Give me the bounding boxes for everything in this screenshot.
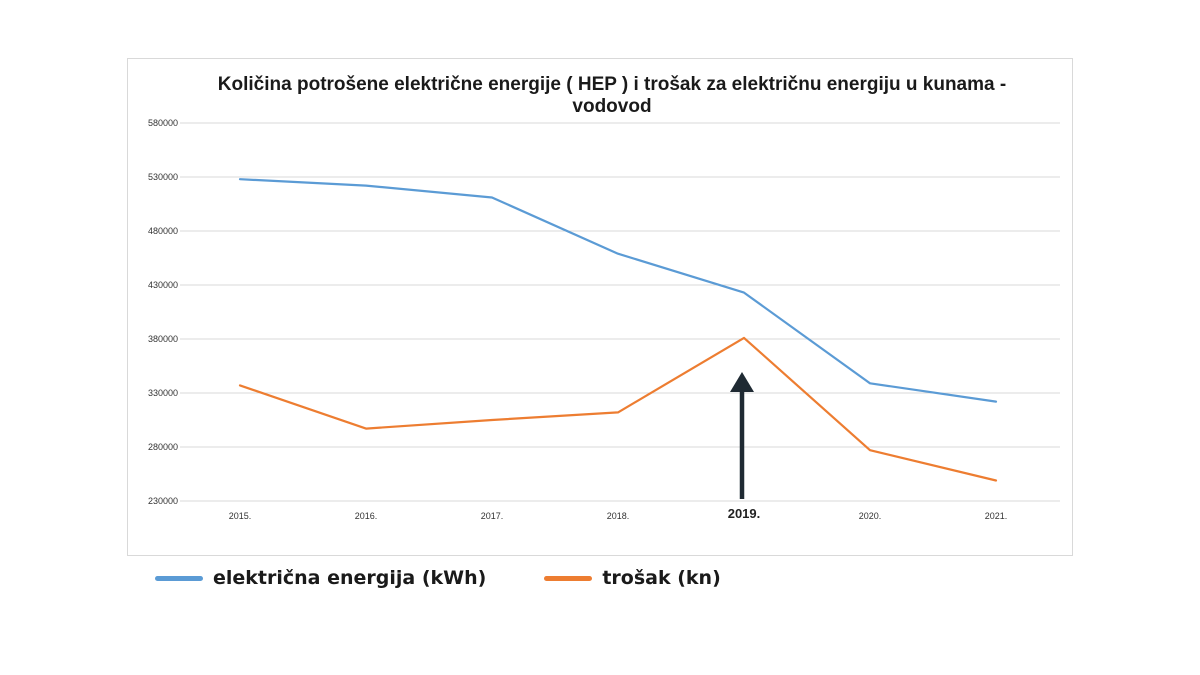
annotation-arrow-head: [730, 372, 754, 392]
series-line-0: [238, 178, 998, 403]
legend-swatch-energy: [155, 575, 203, 581]
legend-item-energy: električna energija (kWh): [155, 567, 486, 589]
y-tick-label-4: 380000: [148, 334, 178, 344]
x-axis-ticks: 2015. 2016. 2017. 2018. 2019. 2020. 2021.: [229, 506, 1008, 521]
legend-swatch-cost: [544, 575, 593, 581]
y-tick-label-3: 430000: [148, 280, 178, 290]
chart-title-line-1: Količina potrošene električne energije (…: [218, 74, 1006, 95]
chart-title-line-2: vodovod: [572, 96, 651, 117]
chart-title: Količina potrošene električne energije (…: [218, 74, 1006, 117]
x-tick-label-5: 2020.: [859, 511, 882, 521]
y-tick-label-1: 530000: [148, 172, 178, 182]
legend-label-cost: trošak (kn): [602, 567, 721, 589]
y-tick-label-0: 580000: [148, 118, 178, 128]
x-tick-label-6: 2021.: [985, 511, 1008, 521]
y-tick-label-7: 230000: [148, 496, 178, 506]
legend: električna energija (kWh) trošak (kn): [155, 563, 779, 593]
annotation-arrow: [730, 372, 754, 499]
x-tick-label-2: 2017.: [481, 511, 504, 521]
y-tick-label-5: 330000: [148, 388, 178, 398]
x-tick-label-4: 2019.: [728, 506, 761, 521]
gridlines: [180, 122, 1060, 502]
series-lines: [238, 178, 998, 482]
y-tick-label-6: 280000: [148, 442, 178, 452]
legend-item-cost: trošak (kn): [544, 567, 721, 589]
chart-frame: Količina potrošene električne energije (…: [127, 58, 1073, 556]
x-tick-label-3: 2018.: [607, 511, 630, 521]
line-chart: Količina potrošene električne energije (…: [148, 74, 1060, 521]
x-tick-label-1: 2016.: [355, 511, 378, 521]
y-tick-label-2: 480000: [148, 226, 178, 236]
y-axis-ticks: 580000 530000 480000 430000 380000 330000 2800…: [148, 118, 178, 506]
series-line-1: [238, 336, 998, 482]
legend-label-energy: električna energija (kWh): [213, 567, 487, 589]
x-tick-label-0: 2015.: [229, 511, 252, 521]
